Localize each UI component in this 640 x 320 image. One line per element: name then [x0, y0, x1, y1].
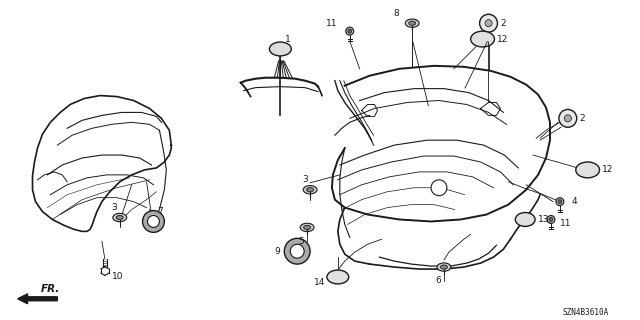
Text: 12: 12 — [497, 35, 508, 44]
Ellipse shape — [303, 225, 310, 229]
FancyArrow shape — [18, 294, 58, 304]
Circle shape — [284, 238, 310, 264]
Ellipse shape — [307, 188, 314, 192]
Circle shape — [348, 29, 352, 33]
Text: 2: 2 — [580, 114, 586, 123]
Circle shape — [431, 180, 447, 196]
Text: 2: 2 — [500, 19, 506, 28]
Ellipse shape — [405, 19, 419, 28]
Text: 6: 6 — [435, 276, 441, 285]
Text: 4: 4 — [572, 197, 577, 206]
Circle shape — [485, 20, 492, 27]
Text: 7: 7 — [157, 207, 163, 216]
Circle shape — [564, 115, 572, 122]
Ellipse shape — [409, 21, 415, 25]
Circle shape — [547, 215, 555, 223]
Circle shape — [143, 211, 164, 232]
Text: 1: 1 — [285, 35, 291, 44]
Circle shape — [147, 215, 159, 228]
Ellipse shape — [327, 270, 349, 284]
Text: SZN4B3610A: SZN4B3610A — [563, 308, 609, 317]
Text: 14: 14 — [314, 278, 325, 287]
Circle shape — [556, 198, 564, 206]
Circle shape — [558, 200, 562, 204]
Circle shape — [346, 27, 354, 35]
Text: 9: 9 — [275, 247, 280, 256]
Circle shape — [559, 109, 577, 127]
Text: 11: 11 — [560, 219, 572, 228]
Ellipse shape — [515, 212, 535, 227]
Text: 12: 12 — [602, 165, 613, 174]
Ellipse shape — [113, 213, 127, 222]
Ellipse shape — [300, 223, 314, 232]
Text: 5: 5 — [298, 237, 304, 246]
Circle shape — [291, 244, 304, 258]
Ellipse shape — [303, 186, 317, 194]
Ellipse shape — [437, 263, 451, 271]
Ellipse shape — [576, 162, 600, 178]
Ellipse shape — [470, 31, 495, 47]
Text: 11: 11 — [326, 19, 338, 28]
Ellipse shape — [269, 42, 291, 56]
Ellipse shape — [440, 265, 447, 269]
Text: 3: 3 — [111, 203, 116, 212]
Text: FR.: FR. — [41, 284, 60, 294]
Ellipse shape — [116, 215, 124, 220]
Circle shape — [479, 14, 497, 32]
Text: 10: 10 — [112, 272, 124, 282]
Text: 13: 13 — [538, 215, 550, 224]
Circle shape — [549, 218, 553, 221]
Text: 8: 8 — [394, 9, 399, 18]
Text: 3: 3 — [302, 175, 308, 184]
